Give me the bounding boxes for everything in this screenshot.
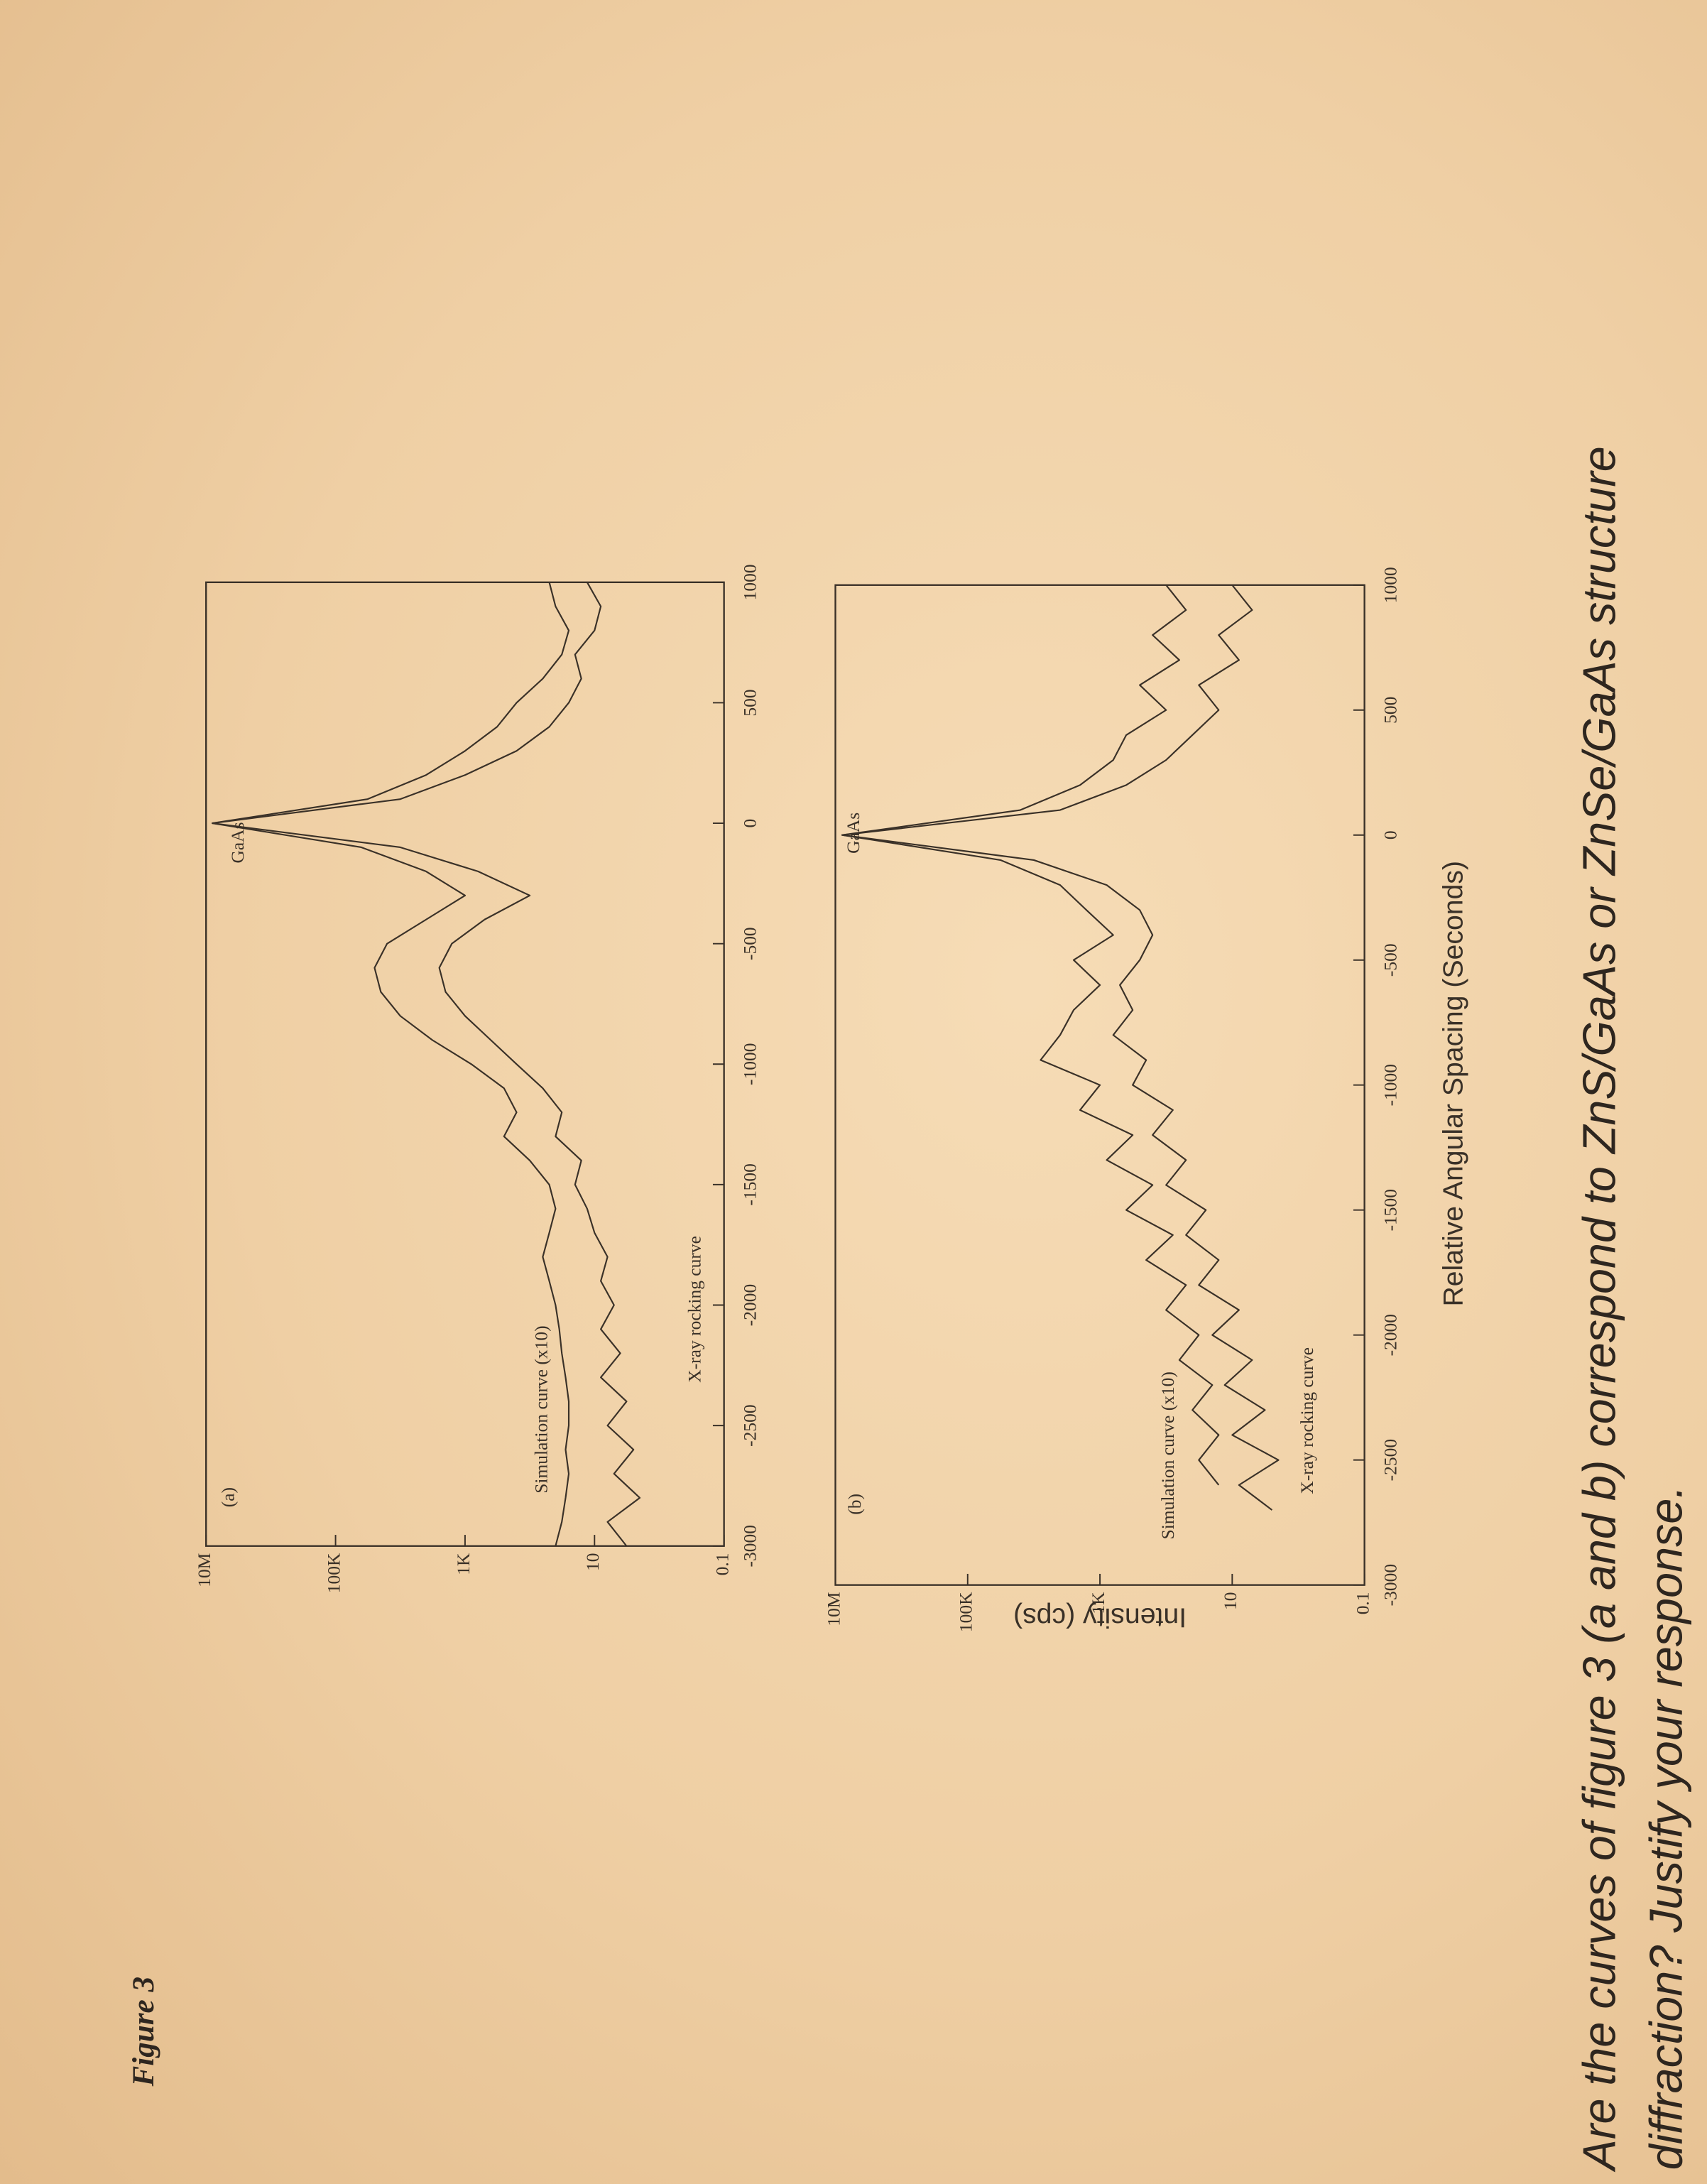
x-tick-label: -500 bbox=[1380, 943, 1401, 977]
series-label: X-ray rocking curve bbox=[1297, 1347, 1317, 1494]
data-line bbox=[211, 582, 570, 1547]
question-line: Are the curves of figure 3 (a and b) cor… bbox=[1574, 446, 1625, 2173]
x-tick-label: 500 bbox=[740, 689, 760, 716]
data-line bbox=[841, 585, 1220, 1486]
y-tick-label: 10 bbox=[582, 1553, 603, 1571]
data-line bbox=[841, 585, 1280, 1511]
x-axis-label: Relative Angular Spacing (Seconds) bbox=[1438, 861, 1468, 1307]
series-label: Simulation curve (x10) bbox=[531, 1325, 552, 1493]
plot-frame bbox=[205, 581, 725, 1547]
x-tick-label: -1000 bbox=[740, 1043, 760, 1085]
x-tick-label: -2000 bbox=[740, 1284, 760, 1326]
x-tick-label: 0 bbox=[1380, 830, 1401, 840]
figure-title: Figure 3 bbox=[127, 1977, 160, 2087]
y-tick-label: 1K bbox=[1088, 1592, 1108, 1614]
x-tick-label: -500 bbox=[740, 927, 760, 960]
x-tick-label: 1000 bbox=[1380, 567, 1401, 603]
annotation: GaAs bbox=[227, 822, 248, 863]
x-tick-label: 0 bbox=[740, 819, 760, 828]
y-axis-label: Intensity (cps) bbox=[1013, 1602, 1187, 1632]
y-tick-label: 100K bbox=[956, 1592, 976, 1632]
annotation: GaAs bbox=[843, 813, 863, 854]
question-line: diffraction? Justify your response. bbox=[1640, 1486, 1692, 2171]
series-label: X-ray rocking curve bbox=[684, 1236, 704, 1383]
y-tick-label: 0.1 bbox=[1352, 1592, 1373, 1614]
page: Figure 3 Intensity (cps) Relative Angula… bbox=[127, 446, 1692, 2173]
series-label: Simulation curve (x10) bbox=[1157, 1371, 1178, 1539]
x-tick-label: -3000 bbox=[1380, 1564, 1401, 1606]
x-tick-label: -2500 bbox=[1380, 1439, 1401, 1481]
x-tick-label: -1500 bbox=[740, 1163, 760, 1205]
x-tick-label: 1000 bbox=[740, 564, 760, 600]
y-tick-label: 10M bbox=[194, 1553, 214, 1587]
x-tick-label: -2000 bbox=[1380, 1314, 1401, 1356]
y-tick-label: 1K bbox=[453, 1553, 474, 1575]
x-tick-label: 500 bbox=[1380, 697, 1401, 724]
y-tick-label: 100K bbox=[323, 1553, 344, 1593]
x-tick-label: -1000 bbox=[1380, 1064, 1401, 1106]
panel-label: (a) bbox=[217, 1487, 238, 1507]
x-tick-label: -2500 bbox=[740, 1404, 760, 1446]
y-tick-label: 10 bbox=[1220, 1592, 1240, 1609]
x-tick-label: -1500 bbox=[1380, 1189, 1401, 1231]
panel-label: (b) bbox=[844, 1494, 865, 1515]
y-tick-label: 10M bbox=[823, 1592, 844, 1626]
data-line bbox=[211, 582, 641, 1547]
x-tick-label: -3000 bbox=[740, 1525, 760, 1567]
y-tick-label: 0.1 bbox=[711, 1553, 732, 1576]
